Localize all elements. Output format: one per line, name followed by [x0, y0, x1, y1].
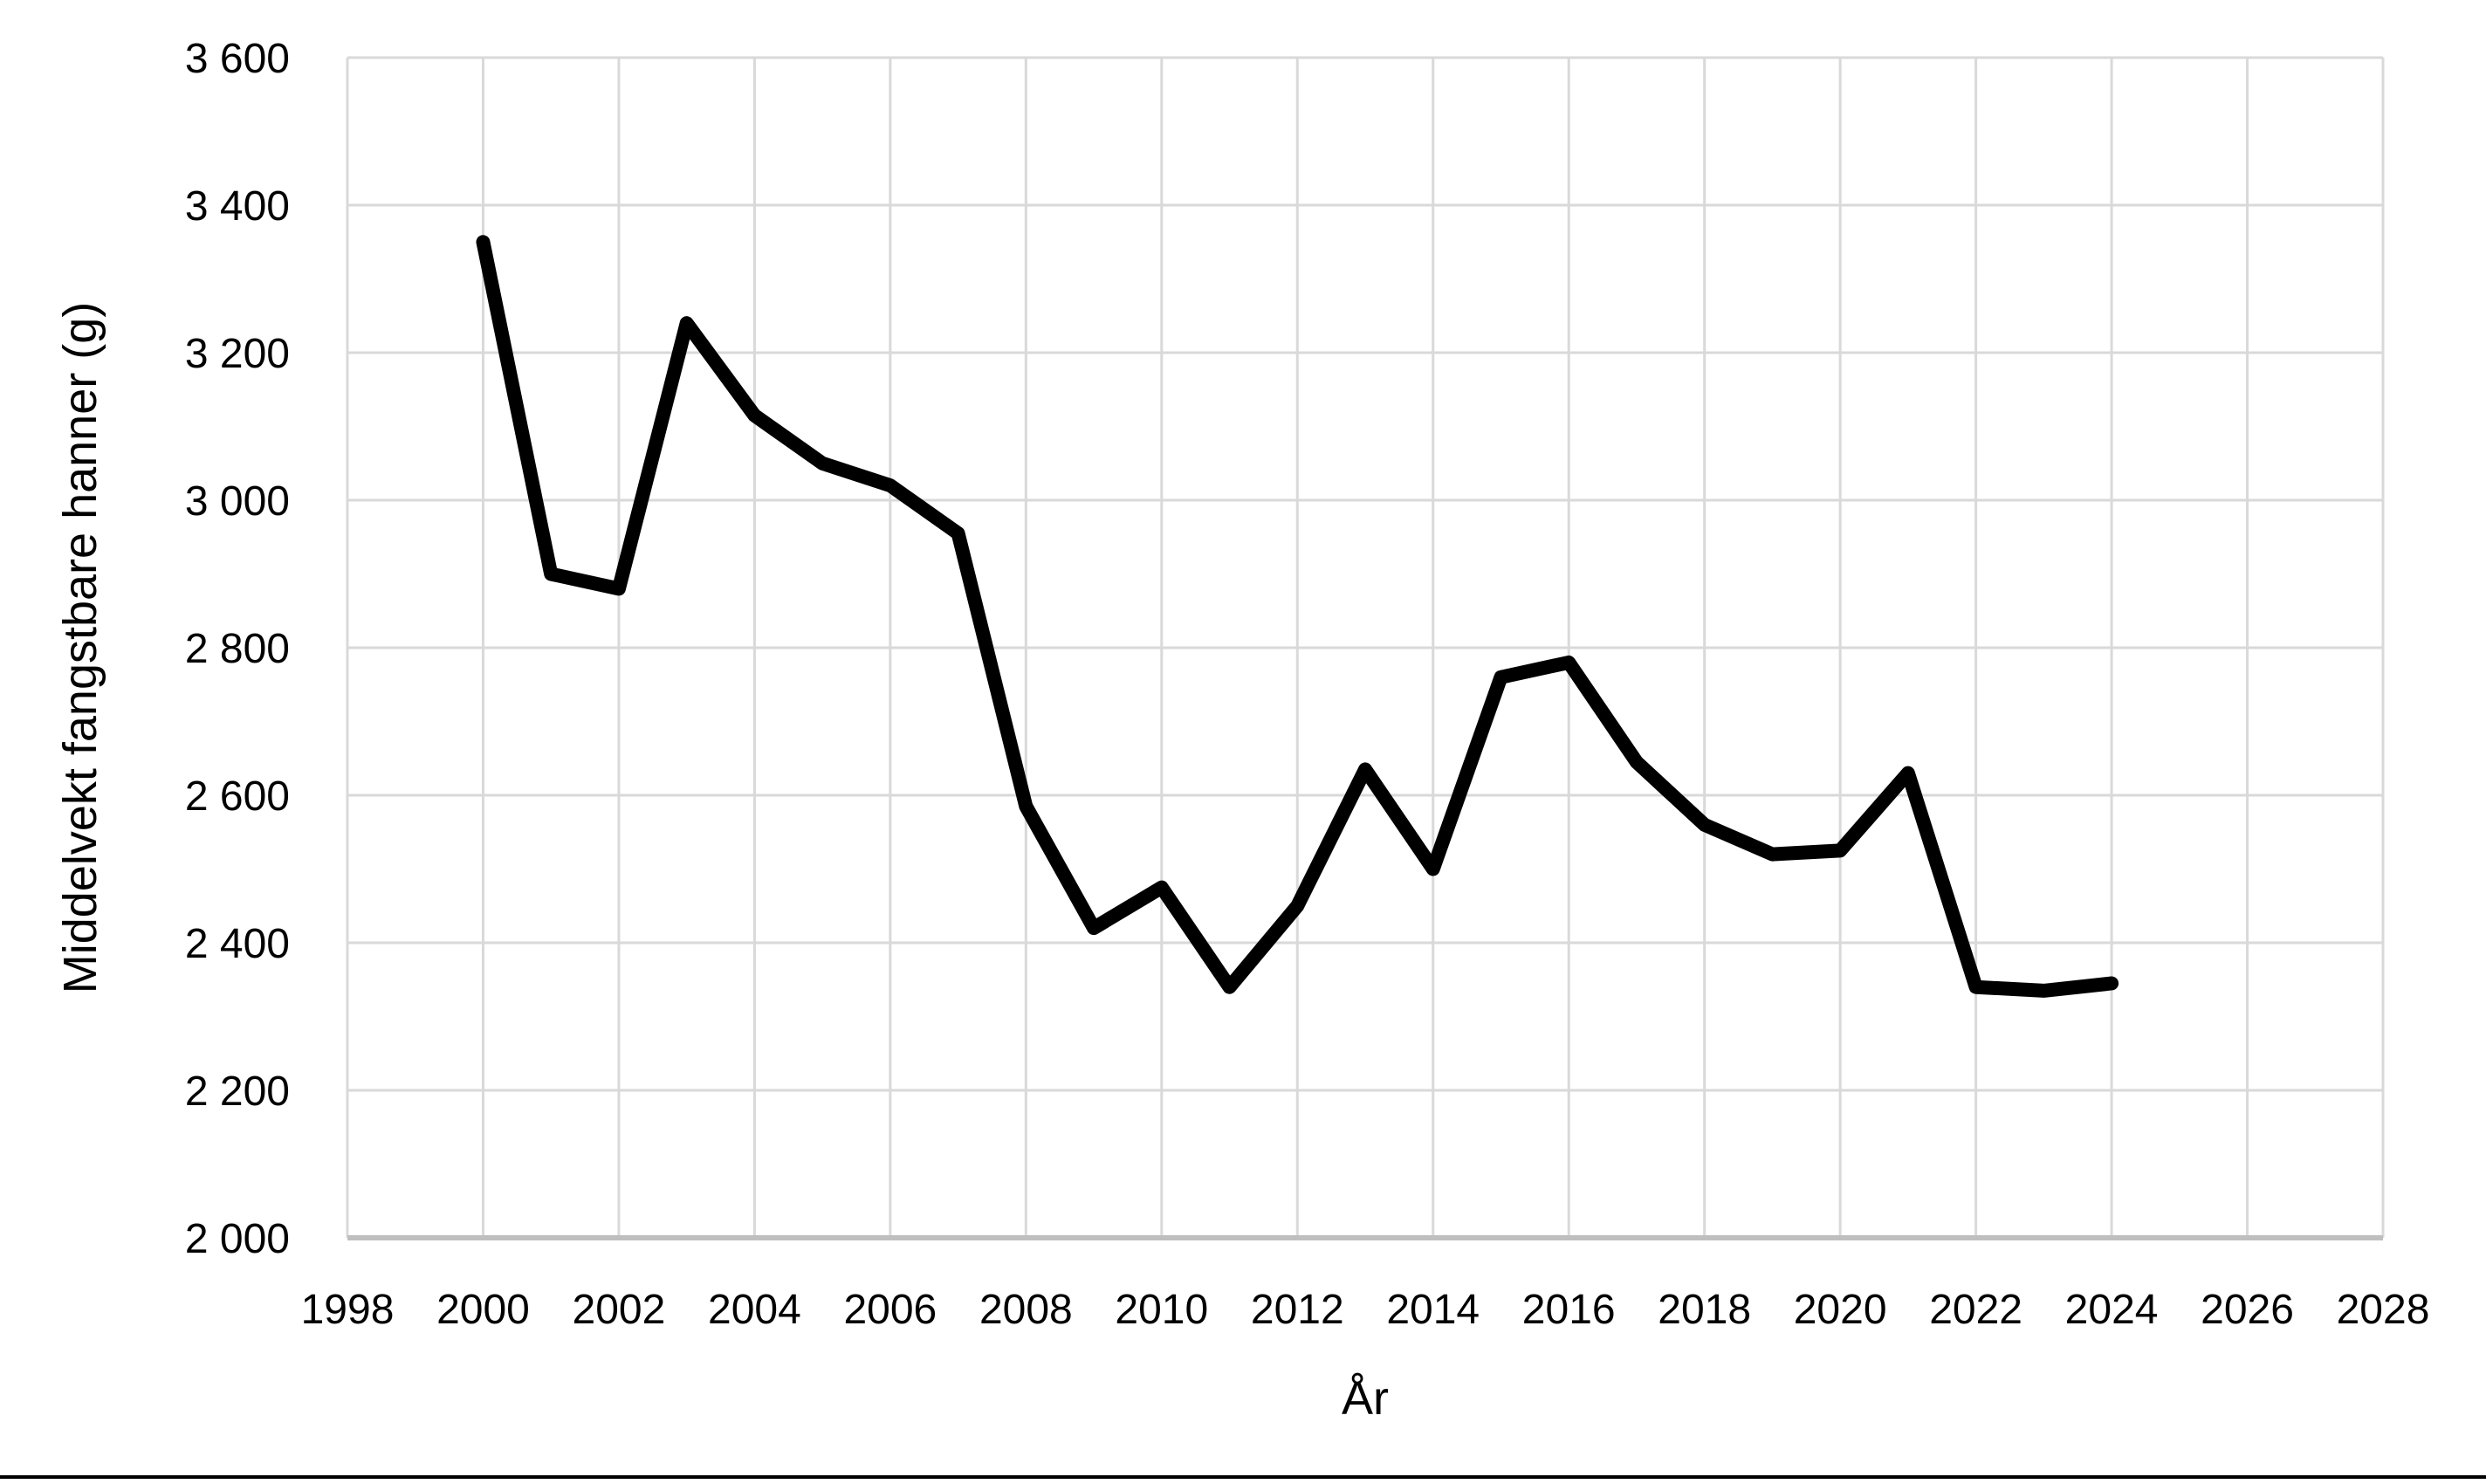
- x-tick-label: 2014: [1386, 1287, 1480, 1333]
- y-tick-label: 2 000: [185, 1216, 290, 1262]
- x-tick-label: 2028: [2337, 1287, 2430, 1333]
- x-tick-label: 2000: [436, 1287, 530, 1333]
- y-axis-title: Middelvekt fangstbare hanner (g): [54, 302, 106, 993]
- bottom-border-line: [0, 1475, 2486, 1479]
- gridlines: [346, 56, 2385, 1240]
- x-tick-label: 2026: [2201, 1287, 2294, 1333]
- y-tick-label: 2 600: [185, 773, 290, 820]
- x-tick-label: 1998: [301, 1287, 395, 1333]
- x-tick-label: 2004: [708, 1287, 801, 1333]
- y-tick-label: 3 200: [185, 331, 290, 377]
- data-line-series: [476, 235, 2119, 998]
- x-tick-label: 2010: [1115, 1287, 1208, 1333]
- x-tick-label: 2022: [1929, 1287, 2022, 1333]
- x-tick-label: 2002: [573, 1287, 666, 1333]
- x-tick-label: 2024: [2065, 1287, 2159, 1333]
- y-tick-label: 2 200: [185, 1068, 290, 1115]
- y-tick-label: 3 000: [185, 478, 290, 525]
- x-axis-tick-labels: 1998 2000 2002 2004 2006 2008 2010 2012 2014 2016…: [301, 1287, 2430, 1333]
- x-tick-label: 2008: [979, 1287, 1073, 1333]
- y-tick-label: 3 600: [185, 36, 290, 82]
- y-tick-label: 2 400: [185, 921, 290, 967]
- x-tick-label: 2016: [1522, 1287, 1616, 1333]
- y-tick-label: 2 800: [185, 626, 290, 672]
- x-axis-title: År: [1342, 1372, 1389, 1425]
- x-tick-label: 2018: [1658, 1287, 1751, 1333]
- x-tick-label: 2012: [1251, 1287, 1344, 1333]
- x-tick-label: 2020: [1794, 1287, 1887, 1333]
- x-tick-label: 2006: [843, 1287, 937, 1333]
- y-tick-label: 3 400: [185, 183, 290, 230]
- y-axis-tick-labels: 2 000 2 200 2 400 2 600 2 800 3 000 3 200 3 400…: [185, 36, 290, 1262]
